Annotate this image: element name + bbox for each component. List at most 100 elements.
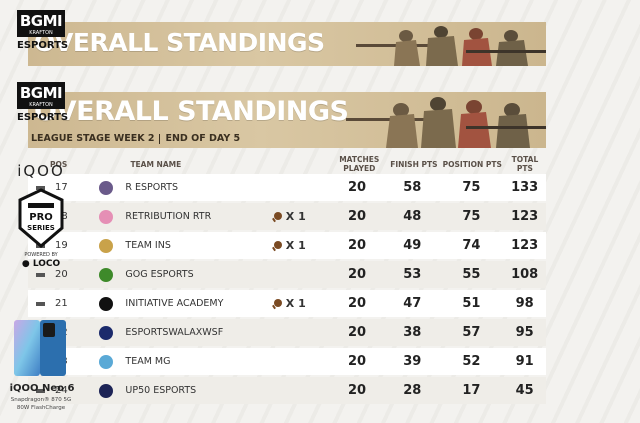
bonus-cell: X 1 (271, 210, 329, 223)
matches-played: 20 (347, 354, 367, 369)
svg-text:SERIES: SERIES (27, 224, 55, 232)
subtitle-bar: LEAGUE STAGE WEEK 2 END OF DAY 5 (28, 132, 243, 146)
bonus-count: X 1 (285, 297, 306, 310)
bonus-count: X 1 (285, 210, 306, 223)
finish-pts: 39 (403, 354, 422, 369)
banner-main: OVERALL STANDINGS (28, 92, 546, 148)
krafton-label-2: KRAFTON (17, 102, 65, 109)
chicken-leg-icon (271, 298, 282, 309)
team-logo (94, 178, 117, 198)
chicken-leg-icon (271, 240, 282, 251)
team-logo-icon (98, 296, 113, 311)
dash-icon (36, 185, 45, 190)
bonus-cell: X 1 (271, 297, 329, 310)
dash-icon (36, 272, 45, 277)
total-pts: 95 (515, 325, 534, 340)
total-pts: 45 (515, 383, 534, 398)
finish-pts: 47 (403, 296, 422, 311)
total-pts: 98 (515, 296, 534, 311)
team-logo (94, 265, 117, 285)
position-pts: 51 (462, 296, 481, 311)
powered-by-label: POWERED BY (24, 252, 58, 258)
dash-icon (36, 301, 45, 306)
pos-value: 21 (55, 298, 68, 309)
finish-pts: 53 (403, 267, 422, 282)
position-pts: 75 (462, 209, 481, 224)
team-logo-icon (98, 209, 113, 224)
team-logo-icon (98, 325, 113, 340)
table-row: 19 TEAM INS X 1 20 49 74 123 (28, 232, 546, 259)
matches-played: 20 (347, 238, 367, 253)
dash-icon (36, 388, 45, 393)
table-row: 20 GOG ESPORTS 20 53 55 108 (28, 261, 546, 288)
matches-played: 20 (347, 267, 367, 282)
total-pts: 91 (515, 354, 534, 369)
standings-table: POS TEAM NAME MATCHES PLAYED FINISH PTS … (28, 154, 546, 406)
team-name: GOG ESPORTS (125, 269, 194, 280)
page-title: OVERALL STANDINGS (34, 96, 349, 127)
finish-pts: 58 (403, 180, 422, 195)
col-team: TEAM NAME (130, 159, 182, 169)
matches-played: 20 (347, 325, 367, 340)
team-name: R ESPORTS (125, 182, 179, 193)
loco-text: LOCO (32, 259, 61, 269)
subtitle-separator (159, 134, 161, 144)
svg-text:PRO: PRO (29, 212, 53, 223)
loco-logo: ● LOCO (21, 259, 61, 269)
col-matches: MATCHES PLAYED (339, 155, 380, 173)
matches-played: 20 (347, 296, 367, 311)
soldiers-illustration-main (346, 97, 546, 148)
position-pts: 52 (462, 354, 481, 369)
finish-pts: 48 (403, 209, 422, 224)
total-pts: 133 (511, 180, 539, 195)
phone-chip: Snapdragon® 870 5G (10, 397, 72, 403)
bonus-count: X 1 (285, 239, 306, 252)
iqoo-logo: iQOO (17, 162, 65, 180)
team-logo (94, 236, 117, 256)
pos-cell: 24 (28, 385, 94, 396)
table-row: 17 R ESPORTS 20 58 75 133 (28, 174, 546, 201)
team-logo (94, 352, 117, 372)
finish-pts: 38 (403, 325, 422, 340)
bgmi-logo-top: BGMI KRAFTON ESPORTS (17, 10, 69, 51)
matches-played: 20 (347, 383, 367, 398)
chicken-leg-icon (271, 211, 282, 222)
table-row: 24 UP50 ESPORTS 20 28 17 45 (28, 377, 546, 404)
team-name: INITIATIVE ACADEMY (125, 298, 224, 309)
col-pos: POS (50, 159, 68, 169)
stage-label: LEAGUE STAGE WEEK 2 (31, 133, 155, 144)
total-pts: 108 (511, 267, 539, 282)
team-logo (94, 323, 117, 343)
position-pts: 74 (462, 238, 481, 253)
esports-label: ESPORTS (17, 40, 69, 51)
esports-label-2: ESPORTS (17, 112, 69, 123)
matches-played: 20 (347, 180, 367, 195)
finish-pts: 28 (403, 383, 422, 398)
pro-series-logo: PRO SERIES (18, 188, 64, 248)
banner-top: OVERALL STANDINGS (28, 22, 546, 66)
pos-cell: 21 (28, 298, 94, 309)
team-name: UP50 ESPORTS (125, 385, 197, 396)
team-logo-icon (98, 354, 113, 369)
team-name: TEAM INS (125, 240, 171, 251)
pos-value: 17 (55, 182, 68, 193)
team-name: ESPORTSWALAXWSF (125, 327, 224, 338)
bgmi-logo: BGMI KRAFTON ESPORTS (17, 82, 69, 123)
bgmi-wordmark-2: BGMI (17, 82, 65, 102)
krafton-label: KRAFTON (17, 30, 65, 37)
pos-value: 20 (55, 269, 68, 280)
total-pts: 123 (511, 209, 539, 224)
position-pts: 55 (462, 267, 481, 282)
col-total: TOTAL PTS (511, 155, 539, 173)
pos-value: 24 (55, 385, 68, 396)
table-header: POS TEAM NAME MATCHES PLAYED FINISH PTS … (28, 154, 546, 174)
banner-top-title: OVERALL STANDINGS (34, 28, 325, 57)
table-row: 22ESPORTSWALAXWSF20385795 (28, 319, 546, 346)
position-pts: 75 (462, 180, 481, 195)
table-row: 21 INITIATIVE ACADEMY X 1 20 47 51 98 (28, 290, 546, 317)
team-logo-icon (98, 383, 113, 398)
col-finish: FINISH PTS (390, 159, 438, 169)
matches-played: 20 (347, 209, 367, 224)
